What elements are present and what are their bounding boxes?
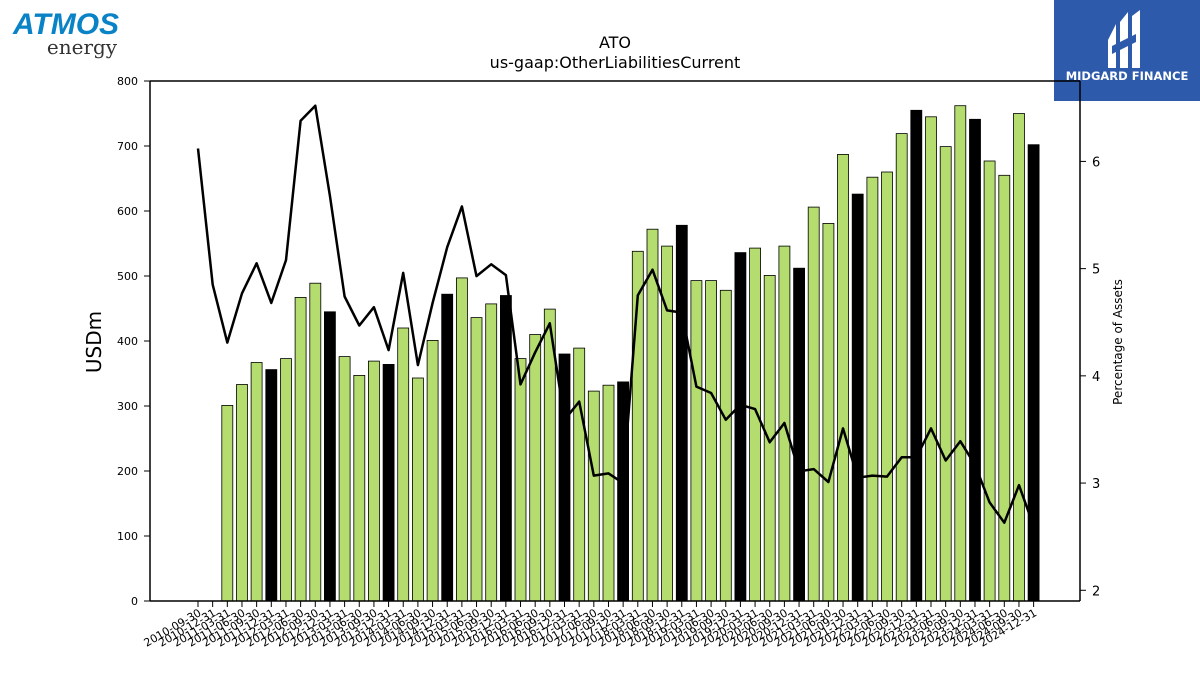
bar-2022-12-31 [910,109,923,602]
bar-2012-09-30 [309,282,322,602]
plot-area: 0100200300400500600700800234562010-09-30… [117,75,1100,650]
bar-2013-09-30 [367,360,380,602]
y2-tick-label: 4 [1092,370,1100,385]
y-axis-label: USDm [82,311,106,373]
bar-2011-12-31 [265,369,278,602]
y2-tick-label: 2 [1092,584,1100,599]
bar-2015-09-30 [485,303,498,602]
y-tick-label: 600 [117,205,138,218]
y2-tick-label: 6 [1092,155,1100,170]
bar-2018-06-30 [646,228,659,602]
bar-2024-06-30 [998,174,1011,602]
bar-2021-06-30 [822,222,835,602]
midgard-brand-text: MIDGARD FINANCE [1066,69,1189,83]
chart-subtitle: us-gaap:OtherLiabilitiesCurrent [490,53,741,72]
bar-2022-03-31 [866,176,879,602]
bar-2011-03-31 [221,404,234,602]
bar-2012-03-31 [280,358,292,602]
y2-axis-label: Percentage of Assets [1111,279,1125,405]
bar-2020-03-31 [749,247,761,602]
bar-2013-03-31 [338,356,351,602]
bar-2023-03-31 [925,116,937,602]
bar-2012-06-30 [294,296,307,602]
bar-2019-03-31 [690,280,703,602]
bar-2017-12-31 [617,381,629,602]
y-tick-label: 0 [131,595,138,608]
bar-2021-03-31 [807,206,820,602]
bar-2017-06-30 [587,390,600,602]
y2-tick-label: 5 [1092,263,1100,278]
atmos-logo-word: ATMOS [12,8,119,41]
bar-2022-09-30 [895,133,908,602]
midgard-emblem-icon [1108,10,1140,68]
y-tick-label: 100 [117,530,138,543]
bar-2013-12-31 [382,363,395,602]
bar-2023-09-30 [954,105,967,602]
bar-2019-09-30 [719,289,732,602]
bar-2015-12-31 [499,295,512,602]
bar-2019-06-30 [705,280,717,602]
bar-2022-06-30 [881,171,893,602]
energy-logo-word: energy [47,35,118,59]
bar-2011-09-30 [250,362,263,602]
percentage-line [196,104,1035,527]
chart-title: ATO [599,33,631,52]
bar-2021-09-30 [837,153,849,602]
bar-2012-12-31 [323,311,336,602]
bar-2020-12-31 [793,267,805,602]
y-tick-label: 400 [117,335,138,348]
y-tick-label: 200 [117,465,138,478]
bar-2013-06-30 [353,374,366,602]
bar-2014-09-30 [426,339,439,602]
bar-2024-12-31 [1027,144,1040,602]
bar-2021-12-31 [851,193,864,602]
bar-2014-06-30 [411,377,424,602]
bar-2024-03-31 [983,160,996,602]
bar-2018-12-31 [675,224,688,602]
bar-2011-06-30 [236,384,248,602]
y-tick-label: 700 [117,140,138,153]
y2-tick-label: 3 [1092,477,1100,492]
bar-2024-09-30 [1013,113,1025,602]
bar-2016-03-31 [514,358,527,602]
bar-2015-06-30 [470,317,483,602]
bar-2015-03-31 [455,277,468,602]
y-tick-label: 500 [117,270,138,283]
atmos-energy-logo: ATMOS energy [6,8,130,59]
bar-2017-03-31 [573,347,586,602]
bar-2017-09-30 [602,384,615,602]
y-tick-label: 300 [117,400,138,413]
midgard-finance-logo: MIDGARD FINANCE [1054,0,1200,101]
y-tick-label: 800 [117,75,138,88]
bar-2016-06-30 [529,334,542,602]
bar-2014-12-31 [441,293,454,602]
bar-2019-12-31 [734,252,747,602]
bar-2014-03-31 [397,327,410,602]
bar-2023-12-31 [969,118,981,602]
bar-2023-06-30 [939,146,952,602]
